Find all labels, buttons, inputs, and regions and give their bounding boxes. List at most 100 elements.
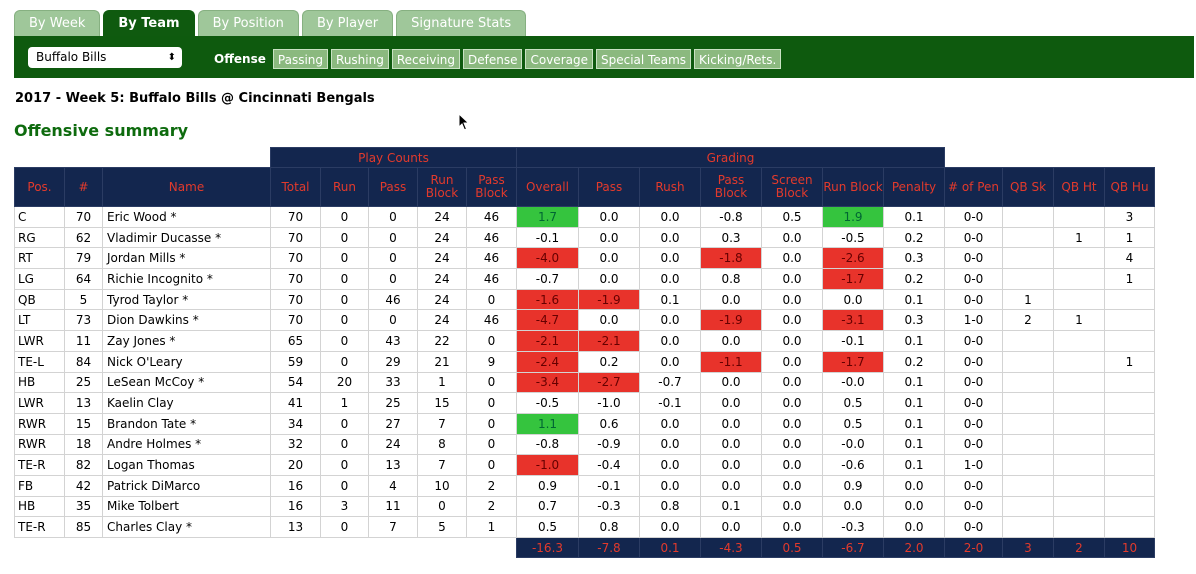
subtab-kicking-rets-[interactable]: Kicking/Rets. (694, 49, 782, 69)
table-cell: 29 (368, 350, 418, 373)
player-name-cell[interactable]: Eric Wood * (102, 206, 271, 228)
column-header[interactable]: Overall (516, 167, 579, 207)
table-cell: 0 (417, 495, 467, 518)
table-cell: 54 (270, 371, 321, 394)
table-row[interactable]: TE-R 85 Charles Clay * 13 0 7 5 1 0.5 0.8 0.0 0.0 0.… (14, 516, 1155, 538)
subtab-receiving[interactable]: Receiving (391, 49, 460, 69)
table-cell: 70 (270, 226, 321, 249)
table-row[interactable]: TE-R 82 Logan Thomas 20 0 13 7 0 -1.0 -0.4 0.0 0.0 0… (14, 454, 1155, 476)
table-cell: 0.0 (761, 247, 823, 270)
column-header[interactable]: Pass Block (466, 167, 517, 207)
player-name-cell[interactable]: Dion Dawkins * (102, 309, 271, 332)
table-row[interactable]: HB 35 Mike Tolbert 16 3 11 0 2 0.7 -0.3 0.8 0.1 0.0 0… (14, 495, 1155, 518)
table-cell: 65 (270, 330, 321, 352)
table-cell (1053, 247, 1105, 270)
table-row[interactable]: RG 62 Vladimir Ducasse * 70 0 0 24 46 -0.1 0.0 0.0… (14, 226, 1155, 249)
table-cell: 0 (368, 309, 418, 332)
table-cell: TE-L (14, 350, 65, 373)
table-row[interactable]: C 70 Eric Wood * 70 0 0 24 46 1.7 0.0 0.0 -0.8 0.5 1.… (14, 206, 1155, 228)
table-row[interactable]: LWR 13 Kaelin Clay 41 1 25 15 0 -0.5 -1.0 -0.1 0.0 0… (14, 392, 1155, 414)
table-cell: 0.8 (639, 495, 701, 518)
table-row[interactable]: FB 42 Patrick DiMarco 16 0 4 10 2 0.9 -0.1 0.0 0.0 0… (14, 474, 1155, 497)
column-header[interactable]: Penalty (883, 167, 945, 207)
table-cell: TE-R (14, 454, 65, 476)
player-name-cell[interactable]: Nick O'Leary (102, 350, 271, 373)
player-name-cell[interactable]: Vladimir Ducasse * (102, 226, 271, 249)
tab-signature-stats[interactable]: Signature Stats (396, 10, 527, 36)
table-cell: -2.4 (516, 350, 579, 373)
table-cell (1104, 309, 1155, 332)
table-row[interactable]: HB 25 LeSean McCoy * 54 20 33 1 0 -3.4 -2.7 -0.7 0.… (14, 371, 1155, 394)
column-header[interactable]: QB Sk (1002, 167, 1054, 207)
player-name-cell[interactable]: Andre Holmes * (102, 433, 271, 456)
column-header[interactable]: Rush (639, 167, 701, 207)
column-header[interactable]: QB Ht (1053, 167, 1105, 207)
table-cell: 1 (1104, 226, 1155, 249)
column-header[interactable]: # of Pen (944, 167, 1003, 207)
table-cell: 0 (320, 474, 369, 497)
column-header[interactable]: QB Hu (1104, 167, 1155, 207)
table-cell: 25 (64, 371, 103, 394)
table-cell: 0-0 (944, 412, 1003, 435)
subtab-defense[interactable]: Defense (463, 49, 523, 69)
table-cell: 1-0 (944, 454, 1003, 476)
table-cell: -1.0 (516, 454, 579, 476)
table-cell: -1.8 (700, 247, 762, 270)
player-name-cell[interactable]: Richie Incognito * (102, 268, 271, 290)
player-name-cell[interactable]: Jordan Mills * (102, 247, 271, 270)
tab-by-team[interactable]: By Team (103, 10, 195, 36)
tab-by-player[interactable]: By Player (301, 10, 394, 36)
column-header[interactable]: Run (320, 167, 369, 207)
table-cell: HB (14, 495, 65, 518)
column-header[interactable]: # (64, 167, 103, 207)
table-row[interactable]: LWR 11 Zay Jones * 65 0 43 22 0 -2.1 -2.1 0.0 0.0 0.… (14, 330, 1155, 352)
table-row[interactable]: LT 73 Dion Dawkins * 70 0 0 24 46 -4.7 0.0 0.0 -1.9… (14, 309, 1155, 332)
table-cell: RWR (14, 412, 65, 435)
subtab-rushing[interactable]: Rushing (331, 49, 389, 69)
column-header[interactable]: Run Block (417, 167, 467, 207)
table-cell (1053, 474, 1105, 497)
table-row[interactable]: RT 79 Jordan Mills * 70 0 0 24 46 -4.0 0.0 0.0 -1.8… (14, 247, 1155, 270)
table-cell (1053, 350, 1105, 373)
tab-by-week[interactable]: By Week (14, 10, 101, 36)
column-header[interactable]: Name (102, 167, 271, 207)
player-name-cell[interactable]: LeSean McCoy * (102, 371, 271, 394)
team-select[interactable]: Buffalo Bills ⬍ (28, 47, 182, 68)
table-cell: 0.5 (761, 206, 823, 228)
player-name-cell[interactable]: Mike Tolbert (102, 495, 271, 518)
table-cell: 0.5 (822, 392, 884, 414)
column-header[interactable]: Pass (578, 167, 640, 207)
tab-by-position[interactable]: By Position (197, 10, 299, 36)
player-name-cell[interactable]: Brandon Tate * (102, 412, 271, 435)
table-cell: 0 (320, 330, 369, 352)
table-row[interactable]: TE-L 84 Nick O'Leary 59 0 29 21 9 -2.4 0.2 0.0 -1.1… (14, 350, 1155, 373)
table-cell: LWR (14, 392, 65, 414)
subtab-offense[interactable]: Offense (214, 52, 266, 66)
column-header[interactable]: Screen Block (761, 167, 823, 207)
subtab-coverage[interactable]: Coverage (525, 49, 593, 69)
column-header[interactable]: Pass (368, 167, 418, 207)
table-row[interactable]: RWR 15 Brandon Tate * 34 0 27 7 0 1.1 0.6 0.0 0.0 0.… (14, 412, 1155, 435)
column-header[interactable]: Run Block (822, 167, 884, 207)
table-cell: 27 (368, 412, 418, 435)
subtab-special-teams[interactable]: Special Teams (595, 49, 692, 69)
table-cell: C (14, 206, 65, 228)
column-header[interactable]: Total (270, 167, 321, 207)
subtab-passing[interactable]: Passing (272, 49, 329, 69)
table-cell: 46 (466, 206, 517, 228)
table-row[interactable]: LG 64 Richie Incognito * 70 0 0 24 46 -0.7 0.0 0.0… (14, 268, 1155, 290)
player-name-cell[interactable]: Logan Thomas (102, 454, 271, 476)
table-cell: 46 (466, 309, 517, 332)
column-header[interactable]: Pos. (14, 167, 65, 207)
player-name-cell[interactable]: Kaelin Clay (102, 392, 271, 414)
table-cell (1053, 206, 1105, 228)
table-row[interactable]: RWR 18 Andre Holmes * 32 0 24 8 0 -0.8 -0.9 0.0 0.0… (14, 433, 1155, 456)
column-header[interactable]: Pass Block (700, 167, 762, 207)
player-name-cell[interactable]: Charles Clay * (102, 516, 271, 538)
table-cell: 0-0 (944, 516, 1003, 538)
player-name-cell[interactable]: Patrick DiMarco (102, 474, 271, 497)
table-cell: 1 (1104, 350, 1155, 373)
player-name-cell[interactable]: Tyrod Taylor * (102, 288, 271, 311)
table-row[interactable]: QB 5 Tyrod Taylor * 70 0 46 24 0 -1.6 -1.9 0.1 0.0 0… (14, 288, 1155, 311)
player-name-cell[interactable]: Zay Jones * (102, 330, 271, 352)
